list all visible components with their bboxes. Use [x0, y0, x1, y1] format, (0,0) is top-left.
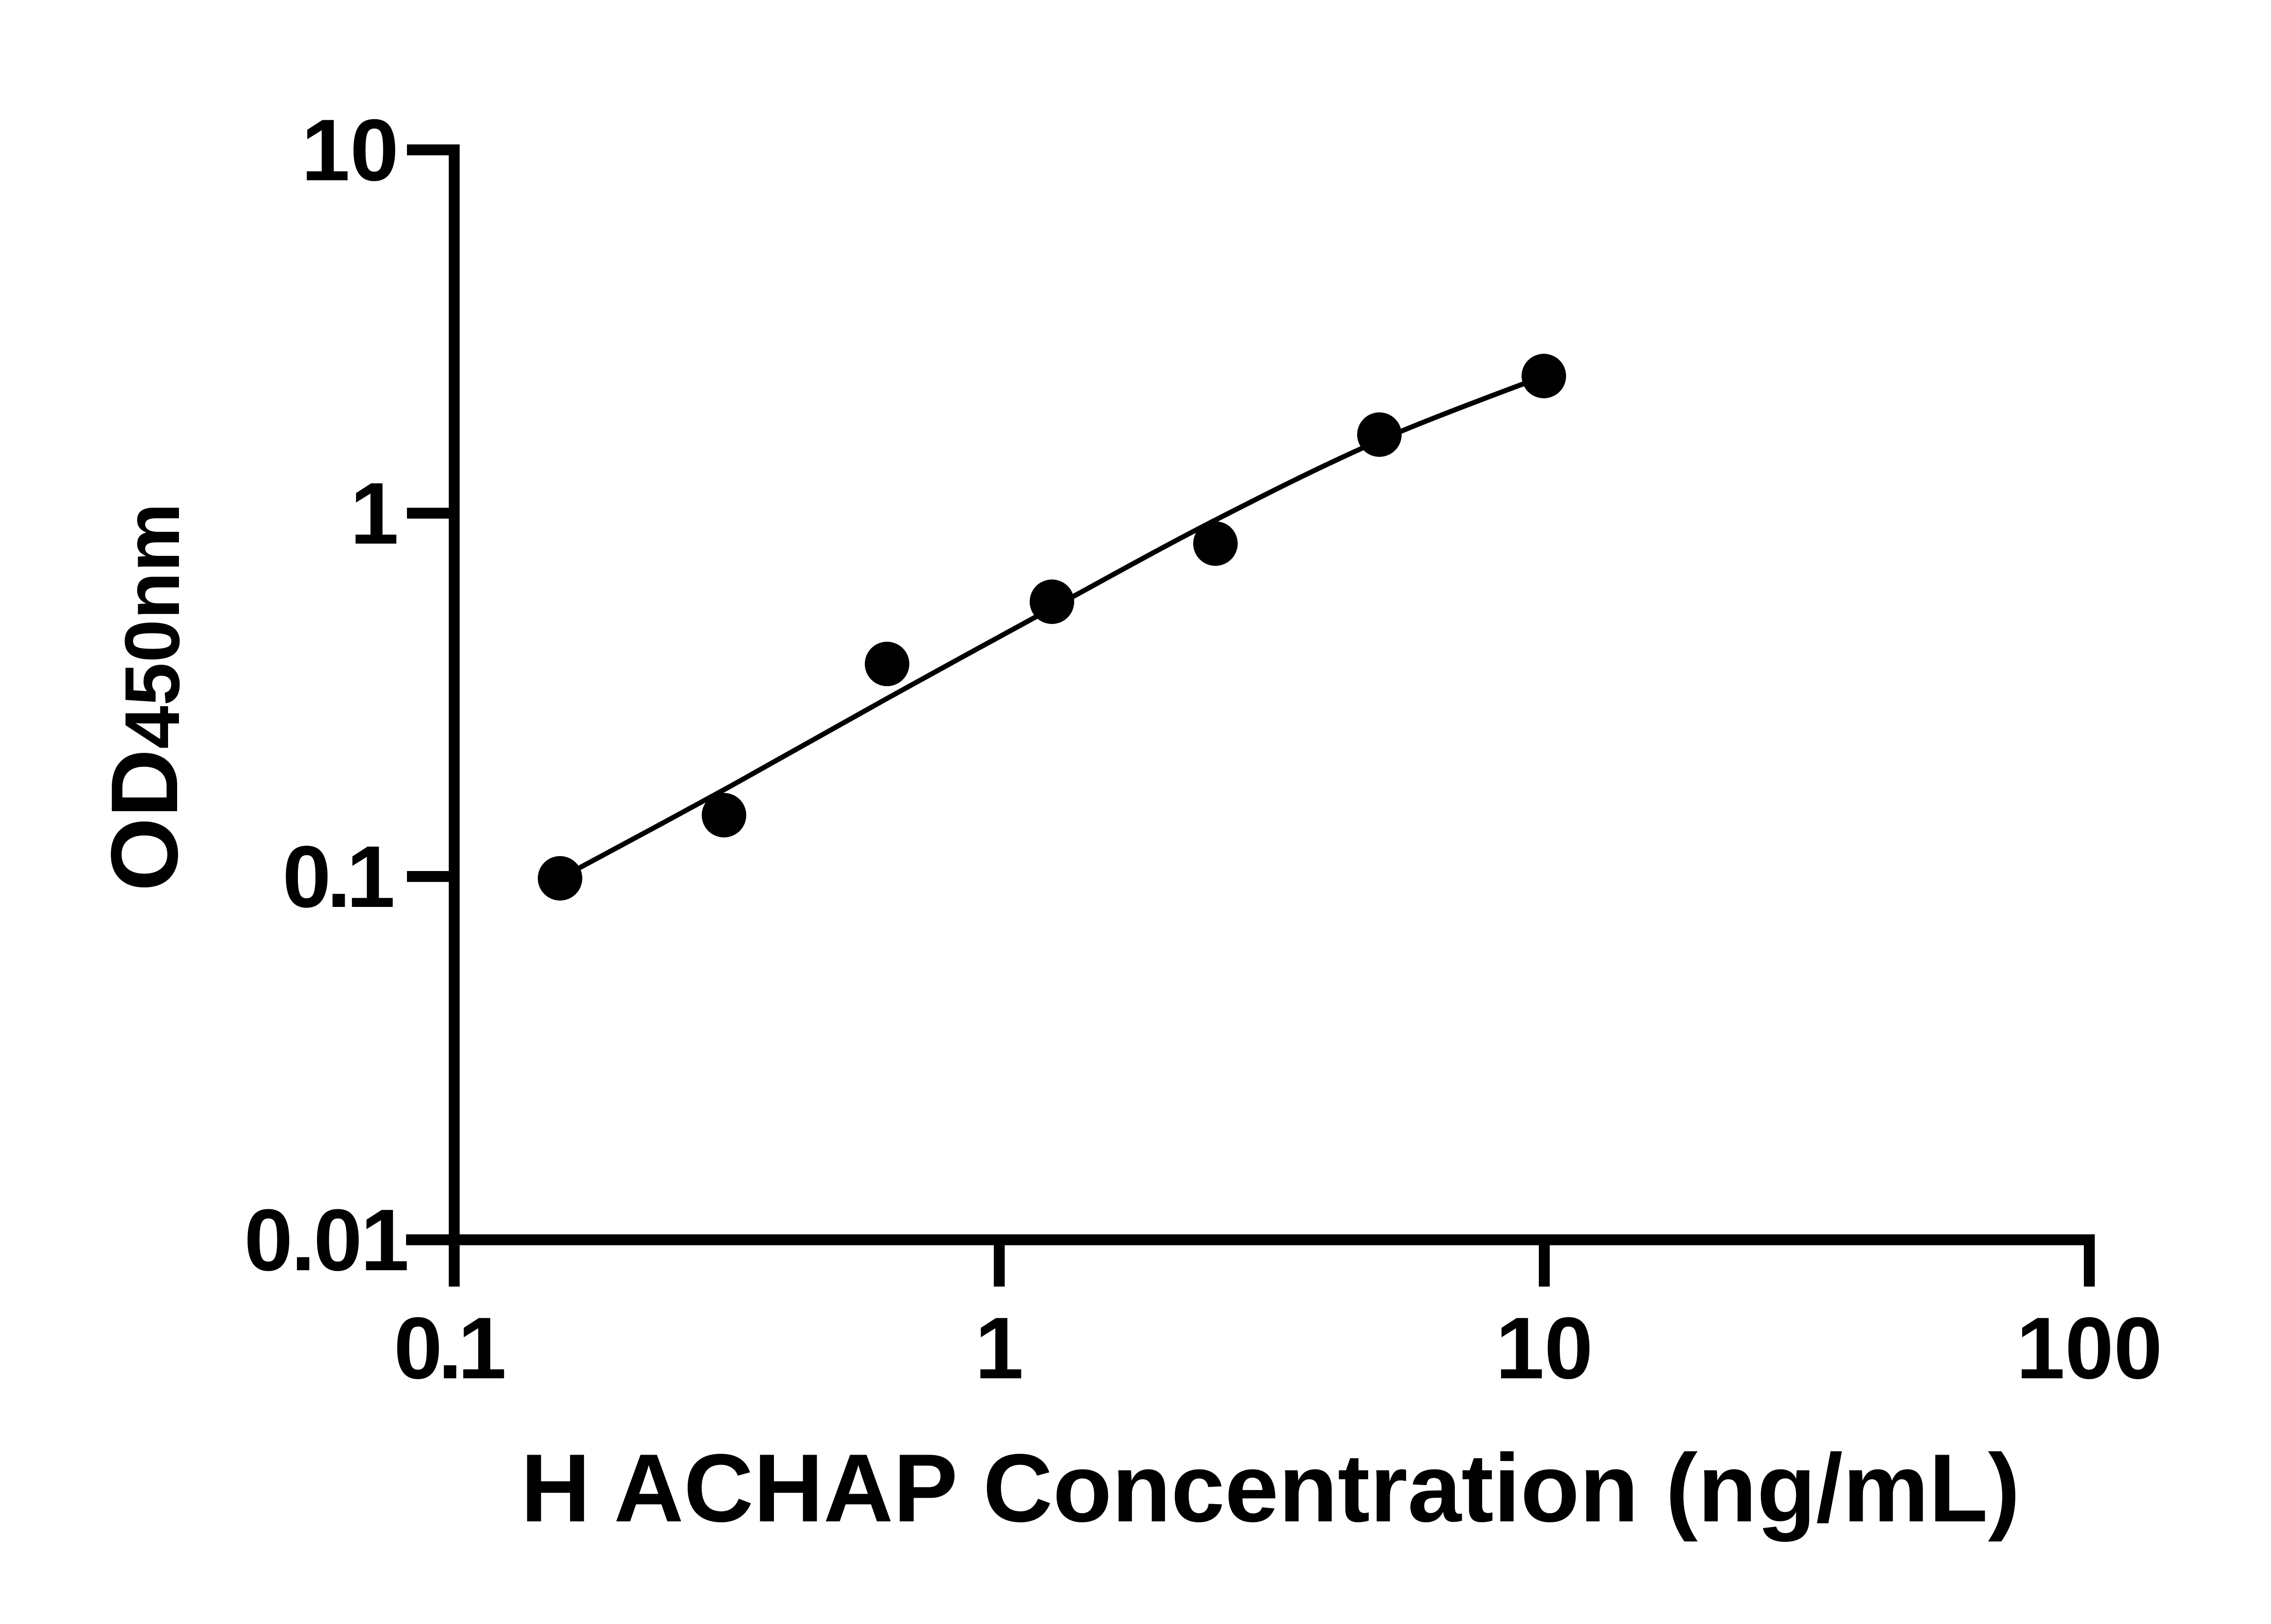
svg-text:1: 1 — [975, 1299, 1023, 1397]
svg-text:0.1: 0.1 — [394, 1299, 504, 1397]
svg-text:OD450nm: OD450nm — [92, 503, 198, 891]
svg-text:1: 1 — [350, 464, 399, 562]
svg-text:0.01: 0.01 — [244, 1191, 407, 1289]
svg-text:100: 100 — [2016, 1299, 2162, 1397]
svg-text:10: 10 — [1496, 1299, 1593, 1397]
svg-text:0.1: 0.1 — [283, 827, 393, 926]
svg-text:H ACHAP Concentration (ng/mL): H ACHAP Concentration (ng/mL) — [521, 1434, 2020, 1542]
svg-text:10: 10 — [301, 101, 399, 199]
